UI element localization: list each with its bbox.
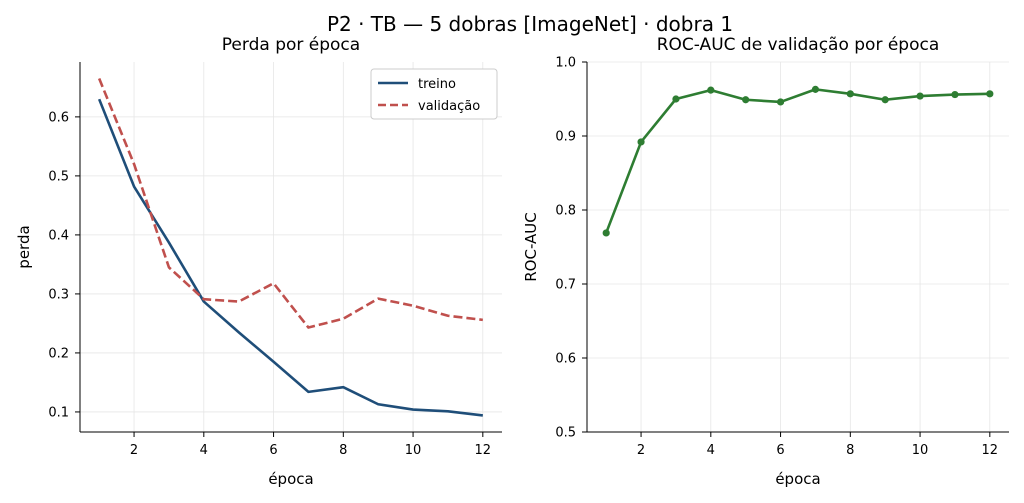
chart1-data-point-2 [637, 138, 645, 146]
chart0-title: Perda por época [222, 35, 360, 55]
chart1-data-point-10 [916, 92, 924, 100]
chart1-x-tick-label: 8 [846, 443, 854, 458]
chart1-data-point-12 [986, 90, 994, 98]
chart0-legend-label: validação [418, 99, 480, 114]
chart1-x-tick-label: 12 [982, 443, 999, 458]
chart1-data-point-5 [742, 96, 750, 104]
chart1-x-tick-label: 4 [707, 443, 715, 458]
figure-title: P2 · TB — 5 dobras [ImageNet] · dobra 1 [327, 12, 733, 36]
chart0-y-tick-label: 0.2 [48, 346, 69, 361]
chart1-data-point-6 [776, 98, 785, 106]
chart1-title: ROC-AUC de validação por época [657, 35, 940, 55]
chart1-x-axis-label: época [775, 470, 820, 488]
chart0-legend-box [370, 68, 498, 120]
chart0-y-tick-label: 0.4 [48, 228, 69, 243]
chart1-data-point-1 [602, 229, 610, 237]
chart1-series-line-0 [604, 88, 990, 234]
chart1-y-tick-label: 0.9 [555, 130, 576, 145]
chart1-y-tick-label: 0.7 [555, 278, 576, 293]
chart0-y-axis-label: perda [15, 225, 33, 268]
chart0-y-tick-label: 0.3 [48, 287, 69, 302]
chart0-series-line-1 [97, 78, 483, 329]
chart0-x-tick-label: 6 [269, 443, 277, 458]
chart1-data-point-3 [672, 95, 680, 103]
chart0-x-tick-label: 4 [200, 443, 208, 458]
chart1-data-point-7 [811, 85, 820, 93]
roc-auc-chart: 2 4 6 8 10 12 0.5 0.6 0.7 0.8 0.9 1.0 ROC-AUC de val… [522, 35, 1009, 488]
chart1-data-point-9 [881, 96, 889, 104]
chart1-grid [587, 61, 1009, 433]
chart0-x-tick-label: 2 [130, 443, 138, 458]
chart1-y-tick-label: 0.5 [555, 426, 576, 441]
chart0-x-axis-label: época [268, 470, 313, 488]
chart0-legend-label: treino [418, 77, 456, 92]
chart0-y-tick-label: 0.5 [48, 169, 69, 184]
chart0-x-tick-label: 10 [405, 443, 422, 458]
chart1-y-tick-label: 1.0 [555, 56, 576, 71]
loss-chart: 2 4 6 8 10 12 0.1 0.2 0.3 0.4 0.5 0.6 Perda por époc… [15, 35, 502, 488]
chart0-grid [80, 62, 502, 432]
chart0-legend: treino validação [370, 68, 498, 120]
chart1-data-point-11 [951, 90, 959, 99]
chart1-y-axis-label: ROC-AUC [522, 212, 540, 282]
chart1-x-tick-label: 10 [912, 443, 929, 458]
chart1-data-point-4 [707, 86, 715, 94]
chart1-y-tick-label: 0.8 [555, 204, 576, 219]
chart0-x-tick-label: 12 [475, 443, 492, 458]
chart0-y-tick-label: 0.6 [48, 110, 69, 125]
chart0-y-tick-label: 0.1 [48, 405, 69, 420]
chart1-data-point-8 [846, 90, 854, 98]
chart0-series-line-0 [97, 98, 483, 417]
chart0-x-tick-label: 8 [339, 443, 347, 458]
chart1-x-tick-label: 2 [637, 443, 645, 458]
chart1-y-tick-label: 0.6 [555, 352, 576, 367]
chart1-x-tick-label: 6 [776, 443, 784, 458]
